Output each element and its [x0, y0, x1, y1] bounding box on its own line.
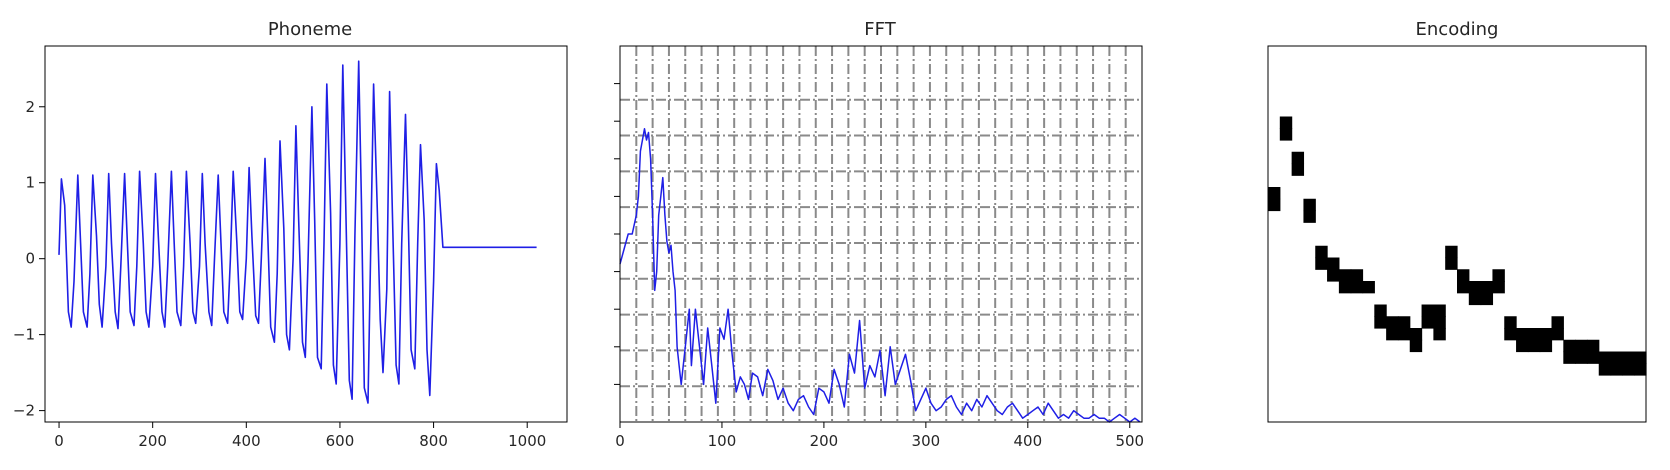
encoding-active-cell — [1433, 316, 1446, 329]
encoding-active-cell — [1516, 328, 1529, 341]
encoding-active-cell — [1457, 269, 1470, 282]
encoding-active-cell — [1291, 151, 1305, 165]
encoding-active-cell — [1516, 339, 1529, 353]
encoding-active-cell — [1575, 339, 1588, 353]
fft-title: FFT — [864, 19, 896, 40]
fft-x-tick-label: 0 — [615, 432, 625, 450]
fft-series-line — [619, 127, 1141, 423]
encoding-active-cell — [1327, 257, 1340, 270]
encoding-active-cell — [1610, 351, 1623, 364]
encoding-active-cell — [1397, 316, 1411, 329]
phoneme-plot-frame — [44, 45, 568, 423]
fft-x-tick-label: 300 — [912, 432, 941, 450]
encoding-active-cell — [1315, 245, 1328, 259]
encoding-active-cell — [1598, 351, 1612, 364]
encoding-active-cell — [1575, 351, 1588, 364]
encoding-active-cell — [1492, 281, 1505, 294]
fft-plot-frame — [619, 45, 1143, 423]
encoding-active-cell — [1598, 363, 1612, 376]
encoding-active-cell — [1634, 351, 1647, 364]
encoding-active-cell — [1350, 281, 1364, 294]
encoding-active-cell — [1421, 304, 1434, 317]
encoding-active-cell — [1386, 328, 1399, 341]
encoding-active-cell — [1291, 163, 1305, 176]
encoding-active-cell — [1303, 210, 1316, 223]
phoneme-x-tick-label: 400 — [232, 432, 261, 450]
encoding-active-cell — [1303, 198, 1316, 212]
encoding-chart: Encoding — [1267, 19, 1647, 423]
encoding-active-cell — [1279, 128, 1293, 141]
fft-chart: FFT 0 100 200 300 400 500 — [614, 19, 1144, 450]
encoding-active-cell — [1492, 269, 1505, 282]
encoding-active-cell — [1634, 363, 1647, 376]
encoding-active-cell — [1527, 339, 1541, 353]
encoding-active-cell — [1374, 316, 1387, 329]
fft-x-tick-label: 200 — [810, 432, 839, 450]
phoneme-chart: Phoneme 0 200 400 600 800 1000 −2 −1 0 1 2 — [13, 19, 568, 450]
encoding-active-cell — [1563, 339, 1576, 353]
encoding-active-cell — [1504, 328, 1517, 341]
encoding-active-cell — [1409, 339, 1423, 353]
encoding-active-cell — [1480, 281, 1494, 294]
encoding-active-cell — [1622, 363, 1635, 376]
encoding-active-cell — [1362, 281, 1375, 294]
phoneme-x-tick-label: 0 — [54, 432, 64, 450]
encoding-active-cell — [1433, 304, 1446, 317]
encoding-active-cell — [1551, 328, 1564, 341]
phoneme-x-tick-label: 200 — [138, 432, 167, 450]
phoneme-y-tick-label: 2 — [25, 98, 35, 116]
encoding-active-cell — [1279, 116, 1293, 129]
encoding-active-cell — [1610, 363, 1623, 376]
encoding-active-cell — [1622, 351, 1635, 364]
fft-x-tick-label: 500 — [1115, 432, 1144, 450]
encoding-active-cell — [1421, 316, 1434, 329]
encoding-active-cell — [1539, 328, 1553, 341]
phoneme-x-tick-label: 600 — [326, 432, 355, 450]
encoding-active-cell — [1338, 281, 1352, 294]
encoding-active-cell — [1504, 316, 1517, 329]
phoneme-x-tick-label: 800 — [419, 432, 448, 450]
encoding-active-cell — [1374, 304, 1387, 317]
encoding-active-cell — [1586, 339, 1600, 353]
phoneme-y-tick-label: 0 — [25, 250, 35, 268]
phoneme-y-tick-label: −1 — [13, 326, 35, 344]
encoding-active-cell — [1268, 187, 1281, 200]
encoding-active-cell — [1457, 281, 1470, 294]
encoding-active-cell — [1386, 316, 1399, 329]
phoneme-title: Phoneme — [268, 19, 352, 40]
encoding-active-cell — [1586, 351, 1600, 364]
encoding-active-cell — [1468, 292, 1482, 306]
encoding-active-cell — [1445, 257, 1458, 270]
encoding-active-cell — [1563, 351, 1576, 364]
fft-x-tick-label: 400 — [1013, 432, 1042, 450]
encoding-active-cell — [1338, 269, 1352, 282]
encoding-active-cell — [1327, 269, 1340, 282]
phoneme-series-line — [58, 60, 537, 404]
encoding-active-cell — [1350, 269, 1364, 282]
encoding-title: Encoding — [1416, 19, 1499, 40]
encoding-active-cell — [1397, 328, 1411, 341]
encoding-active-cell — [1445, 245, 1458, 259]
encoding-active-cell — [1480, 292, 1494, 306]
encoding-active-cell — [1315, 257, 1328, 270]
encoding-active-cell — [1527, 328, 1541, 341]
encoding-active-cell — [1268, 198, 1281, 212]
encoding-active-cell — [1551, 316, 1564, 329]
encoding-plot-frame — [1267, 45, 1647, 423]
encoding-active-cell — [1409, 328, 1423, 341]
phoneme-y-tick-label: −2 — [13, 402, 35, 420]
fft-x-tick-label: 100 — [708, 432, 737, 450]
encoding-active-cell — [1433, 328, 1446, 341]
encoding-active-cell — [1468, 281, 1482, 294]
phoneme-x-tick-label: 1000 — [508, 432, 546, 450]
phoneme-y-tick-label: 1 — [25, 174, 35, 192]
encoding-active-cell — [1539, 339, 1553, 353]
